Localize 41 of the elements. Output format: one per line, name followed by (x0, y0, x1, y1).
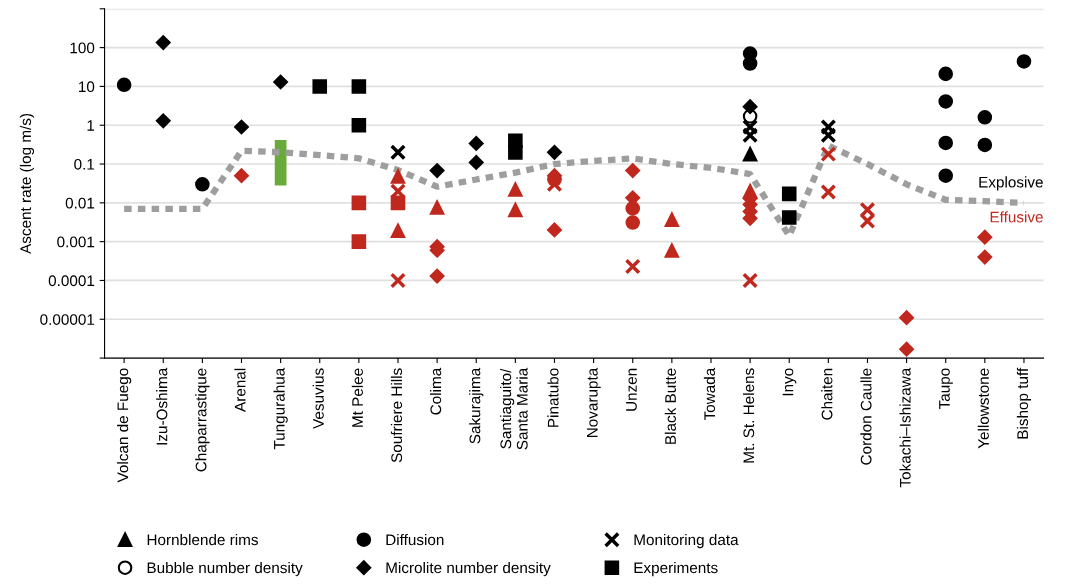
x-tick-label: Towada (703, 367, 716, 421)
x-tick-label: Volcan de Fuego (117, 368, 132, 483)
x-tick-label: Izu-Oshima (156, 367, 168, 445)
x-tick-label: Colima (429, 367, 442, 415)
x-tick-label: Soufriere Hills (390, 368, 403, 463)
legend-label: Microlite number density (386, 561, 551, 577)
y-tick-label: 0.1 (74, 158, 95, 170)
annotation: Explosive (979, 176, 1043, 191)
x-tick-label: Unzen (626, 368, 637, 411)
y-tick-label: 0.01 (65, 197, 95, 209)
x-tick-label: Arenal (234, 368, 246, 412)
legend-label: Experiments (634, 561, 718, 577)
legend-label: Diffusion (386, 533, 444, 546)
y-tick-label: 1 (87, 120, 95, 131)
x-tick-label: Bishop tuff (1016, 367, 1032, 439)
x-tick-label: Cordon Caulle (860, 368, 872, 465)
legend-label: Hornblende rims (147, 533, 258, 546)
x-tick-label: Tungurahua (273, 367, 288, 450)
x-tick-label: Sakurajima (469, 367, 484, 444)
x-tick-label: Pinatubo (547, 368, 559, 427)
x-tick-label: Vesuvius (312, 368, 324, 429)
x-tick-label: Yellowstone (977, 368, 989, 449)
legend-label: Bubble number density (147, 561, 303, 577)
y-tick-label: 0.0001 (48, 275, 95, 287)
x-tick-label: Mt. St. Helens (742, 368, 755, 463)
y-tick-label: 0.00001 (40, 314, 95, 325)
annotation: Effusive (990, 211, 1043, 223)
x-tick-label: Inyo (782, 368, 797, 396)
y-tick-label: 10 (79, 81, 95, 93)
x-tick-label: Chaiten (821, 368, 833, 420)
legend-label: Monitoring data (634, 533, 739, 549)
x-tick-label: Taupo (939, 368, 953, 410)
y-tick-label: 0.001 (57, 236, 95, 248)
y-axis-title: Ascent rate (log m/s) (19, 113, 35, 254)
x-tick-label: Santiaguito/ Santa Maria (500, 367, 528, 450)
x-tick-label: Black Butte (664, 368, 676, 444)
x-tick-label: Chaparrastique (195, 368, 210, 472)
x-tick-label: Mt Pelee (351, 368, 363, 427)
x-tick-label: Novarupta (587, 367, 601, 438)
x-tick-label: Tokachi–Ishizawa (899, 367, 911, 488)
y-tick-label: 100 (70, 42, 95, 54)
